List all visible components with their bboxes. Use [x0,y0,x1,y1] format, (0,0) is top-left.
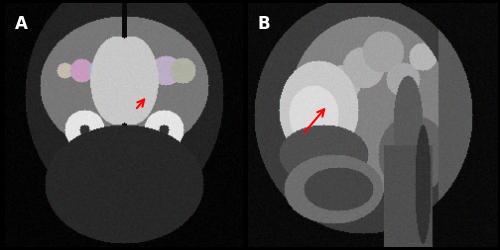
Text: B: B [258,15,270,33]
Text: A: A [14,15,28,33]
